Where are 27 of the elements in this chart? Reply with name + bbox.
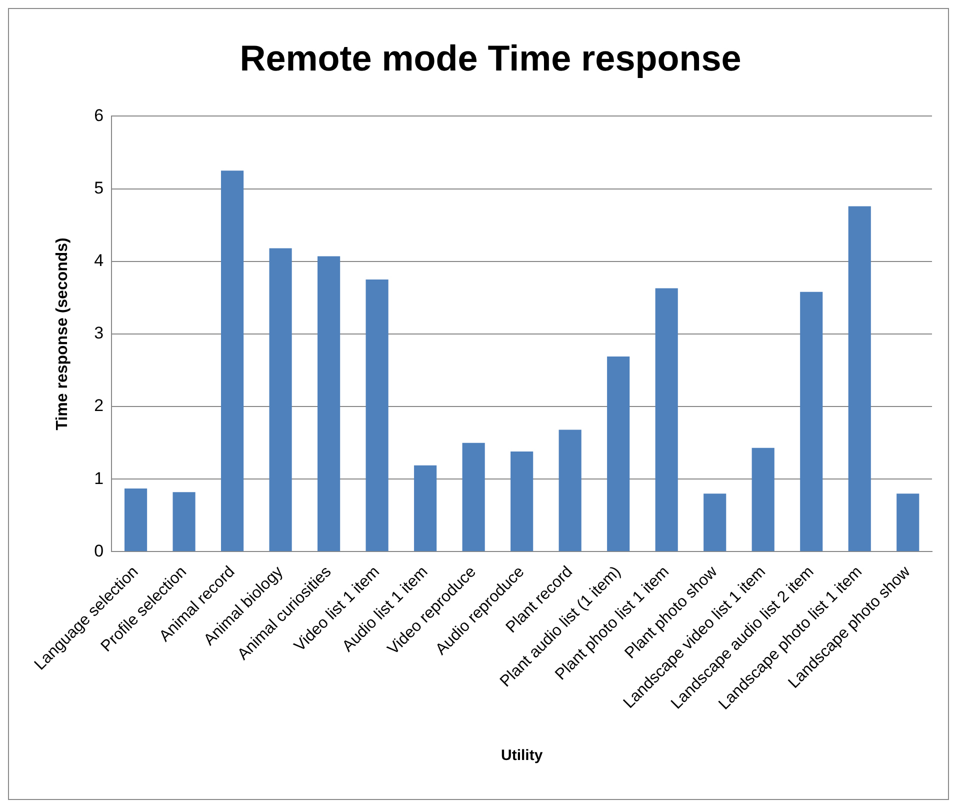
y-tick-label: 5 — [94, 178, 104, 198]
y-tick-label: 3 — [94, 324, 104, 343]
bar — [704, 494, 726, 552]
bar — [172, 492, 196, 552]
bar — [221, 170, 244, 552]
y-tick-label: 1 — [94, 468, 104, 488]
y-axis-title: Time response (seconds) — [54, 238, 72, 430]
bar — [510, 452, 534, 552]
bar — [462, 442, 485, 552]
bar — [414, 465, 437, 552]
bar — [896, 494, 920, 552]
bar — [655, 288, 678, 552]
bar — [800, 292, 823, 552]
chart-title: Remote mode Time response — [240, 38, 742, 79]
y-tick-label: 0 — [94, 541, 104, 560]
bar — [848, 206, 871, 552]
y-tick-label: 6 — [94, 106, 104, 125]
bar — [318, 256, 340, 552]
bar — [558, 430, 582, 552]
y-tick-label: 4 — [94, 251, 104, 270]
bar — [269, 248, 292, 552]
x-axis-title: Utility — [500, 747, 544, 764]
bar — [607, 356, 630, 552]
y-tick-label: 2 — [94, 396, 104, 416]
bar — [366, 280, 388, 552]
bar — [124, 488, 148, 552]
bar — [752, 448, 774, 552]
